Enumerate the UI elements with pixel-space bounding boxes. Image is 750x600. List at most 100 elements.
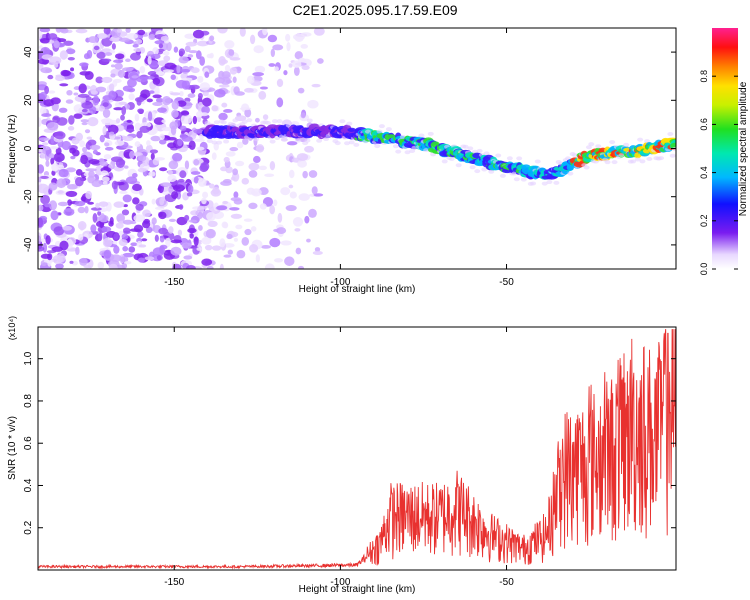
heat-cell [222,222,229,229]
heat-cell [295,247,302,255]
heat-cell [120,114,125,121]
heat-cell [170,239,183,244]
heat-cell [122,219,134,225]
heat-cell [176,64,181,74]
heat-cell [206,212,216,221]
heat-cell [125,176,138,184]
ridge-halo [567,171,574,176]
heat-cell [158,211,167,220]
heat-cell [197,75,204,83]
heat-cell [307,99,319,109]
heat-cell [40,194,51,205]
heat-cell [38,137,49,142]
heat-cell [262,28,268,36]
heat-cell [110,64,116,68]
heat-cell [296,153,309,161]
heat-cell [100,118,113,124]
heat-cell [88,158,100,165]
ridge-halo [462,144,469,149]
heat-cell [264,173,275,177]
heat-cell [58,107,68,113]
heat-cell [209,183,215,189]
heat-cell [51,170,56,176]
heat-cell [136,97,142,106]
heat-cell [229,67,238,75]
heat-cell [133,48,144,52]
ridge-halo [530,181,537,186]
heat-cell [86,136,93,140]
heat-cell [190,210,200,216]
heat-cell [103,249,112,259]
heat-cell [187,227,197,234]
heat-cell [158,227,169,235]
heat-cell [248,162,260,171]
heat-cell [181,135,193,142]
heat-cell [124,260,132,265]
heat-cell [190,67,200,74]
heat-cell [99,134,105,143]
ridge-halo [546,180,553,185]
heat-cell [167,174,177,183]
heat-cell [82,146,88,153]
heat-cell [125,28,131,33]
heat-cell [40,67,52,74]
heat-cell [87,116,99,127]
x-tick-label: -50 [499,277,514,288]
heat-cell [73,113,83,119]
x-tick-label: -150 [164,577,184,588]
colorbar-ticks: 0.0 0.2 0.4 0.6 0.8 [699,70,738,275]
heat-cell [199,56,205,66]
heat-cell [155,71,165,76]
ridge-halo [264,120,271,125]
snr-plot-area [38,327,676,570]
heat-cell [73,92,79,96]
heat-cell [180,69,191,73]
heat-cell [122,194,132,203]
heat-cell [129,52,141,61]
heat-cell [118,239,128,247]
heat-cell [300,44,309,49]
heat-cell [212,186,220,195]
snr-y-axis-label: SNR (10 * v/v) [7,416,18,480]
y-tick-label: 0.8 [23,394,34,408]
ridge-halo [585,145,592,150]
heat-cell [209,35,215,42]
ridge-halo [588,142,595,147]
heat-cell [139,125,150,134]
heat-cell [99,161,109,167]
heat-cell [114,140,125,146]
heat-cell [69,260,74,264]
spectrogram-heatmap [38,28,676,269]
heat-cell [171,100,179,110]
heat-cell [188,140,196,151]
heat-cell [55,263,64,269]
ridge-halo [204,120,211,125]
heat-cell [308,208,317,218]
heat-cell [121,263,128,269]
heat-cell [217,28,228,34]
heat-cell [177,138,183,147]
ridge-halo [441,159,448,164]
ridge-halo [246,118,253,123]
heat-cell [63,208,75,216]
heat-cell [160,35,169,42]
heat-cell [81,108,88,113]
heat-cell [156,255,162,261]
heat-cell [60,69,70,77]
heat-cell [84,129,91,134]
heat-cell [164,62,176,70]
ridge-halo [374,144,381,149]
heat-cell [254,65,266,74]
ridge-halo [516,156,523,161]
ridge-halo [474,169,481,174]
heat-cell [109,49,116,54]
colorbar-tick-label: 0.2 [699,215,709,228]
heat-cell [128,93,135,101]
heat-cell [121,209,130,216]
heat-cell [269,160,276,171]
ridge-halo [206,138,213,143]
heat-cell [194,138,205,142]
heat-cell [110,73,116,78]
heat-cell [40,46,51,56]
